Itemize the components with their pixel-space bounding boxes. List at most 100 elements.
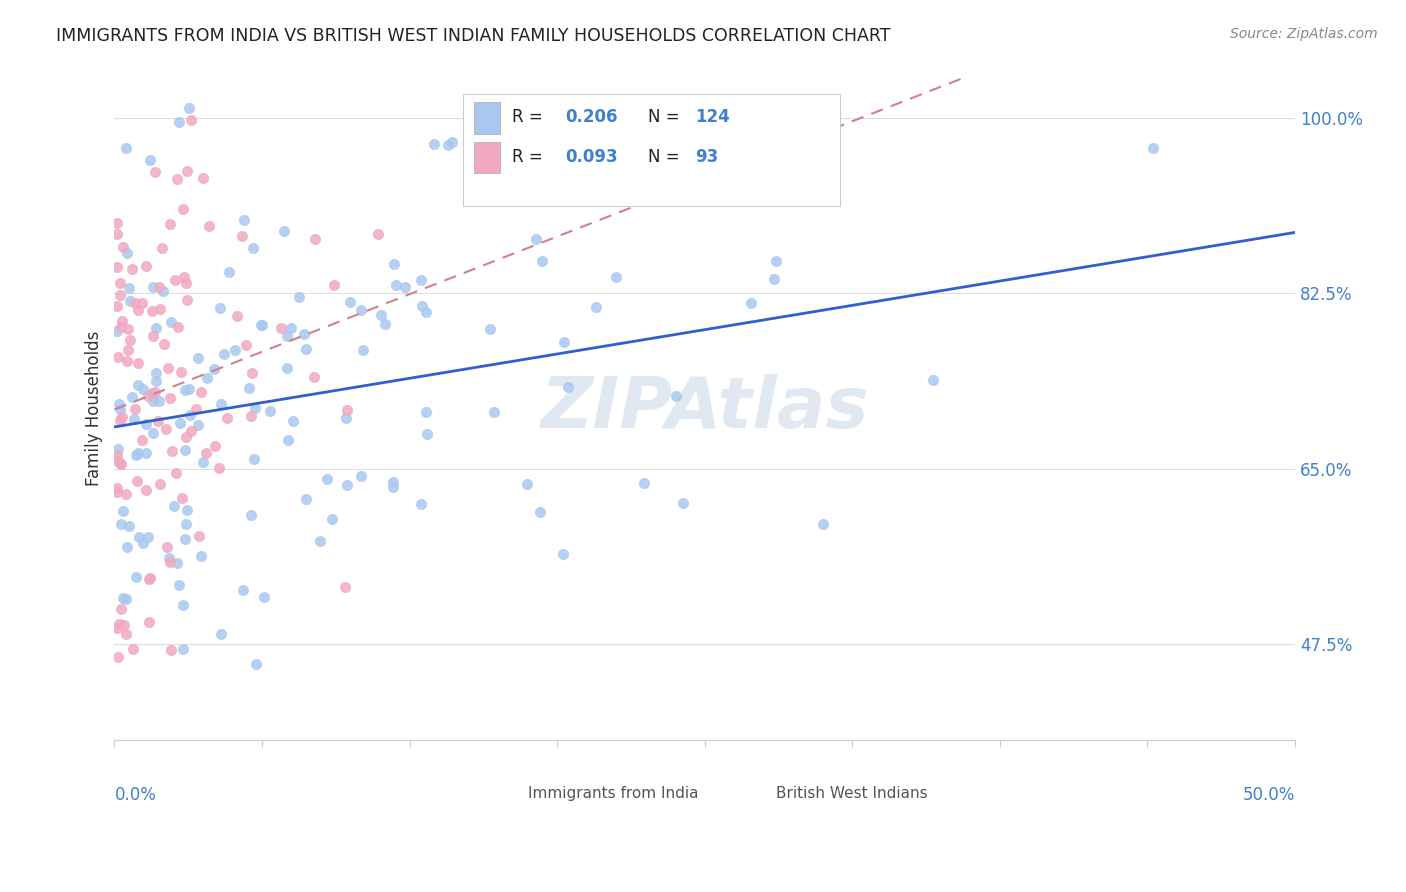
Point	[115, 627, 138, 641]
Point	[163, 499, 186, 513]
FancyBboxPatch shape	[474, 102, 501, 134]
Point	[295, 491, 318, 506]
Point	[110, 516, 132, 531]
Point	[177, 101, 200, 115]
Point	[160, 315, 183, 329]
Point	[122, 642, 145, 657]
Point	[142, 329, 165, 343]
Point	[321, 512, 343, 526]
Point	[110, 319, 132, 334]
Point	[177, 382, 200, 396]
FancyBboxPatch shape	[735, 770, 765, 796]
Point	[422, 137, 444, 152]
Point	[105, 299, 128, 313]
Point	[187, 529, 209, 543]
Point	[135, 483, 157, 498]
Text: R =: R =	[512, 108, 548, 126]
Point	[125, 569, 148, 583]
Point	[240, 409, 263, 423]
Point	[128, 530, 150, 544]
Point	[259, 404, 281, 418]
Point	[131, 296, 153, 310]
Point	[174, 532, 197, 546]
Text: N =: N =	[648, 148, 685, 166]
Point	[283, 414, 305, 428]
Point	[184, 401, 207, 416]
Point	[411, 497, 433, 511]
Point	[112, 591, 135, 605]
FancyBboxPatch shape	[474, 142, 501, 173]
Point	[159, 555, 181, 569]
Point	[107, 442, 129, 457]
Point	[156, 540, 179, 554]
Point	[115, 541, 138, 555]
Point	[172, 642, 194, 657]
Point	[138, 615, 160, 629]
Point	[107, 650, 129, 665]
Point	[136, 530, 159, 544]
Point	[218, 265, 240, 279]
Point	[141, 303, 163, 318]
Point	[139, 571, 162, 585]
Point	[207, 460, 229, 475]
Point	[336, 402, 359, 417]
Point	[132, 535, 155, 549]
Point	[110, 401, 132, 416]
Point	[143, 385, 166, 400]
Point	[115, 246, 138, 260]
Point	[374, 318, 396, 332]
Point	[105, 485, 128, 500]
Point	[235, 338, 257, 352]
Point	[124, 401, 146, 416]
Point	[352, 343, 374, 357]
Point	[531, 254, 554, 268]
Point	[136, 389, 159, 403]
Point	[110, 457, 132, 471]
Point	[127, 356, 149, 370]
Point	[202, 362, 225, 376]
Point	[125, 474, 148, 488]
Point	[118, 519, 141, 533]
Point	[240, 366, 263, 380]
Point	[250, 318, 273, 333]
Point	[245, 657, 267, 672]
Text: Immigrants from India: Immigrants from India	[527, 786, 699, 801]
Point	[190, 549, 212, 563]
Point	[179, 408, 201, 422]
Point	[350, 469, 373, 483]
Point	[553, 334, 575, 349]
Point	[491, 101, 513, 115]
Point	[585, 300, 607, 314]
Point	[335, 410, 357, 425]
Point	[160, 643, 183, 657]
Point	[187, 417, 209, 432]
Point	[242, 241, 264, 255]
Point	[191, 455, 214, 469]
Point	[149, 301, 172, 316]
Point	[173, 202, 195, 216]
Point	[105, 481, 128, 495]
Text: British West Indians: British West Indians	[776, 786, 927, 801]
Point	[350, 303, 373, 318]
Point	[115, 487, 138, 501]
Point	[155, 422, 177, 436]
Point	[149, 476, 172, 491]
Point	[190, 385, 212, 400]
Point	[415, 305, 437, 319]
Point	[253, 590, 276, 604]
Point	[165, 466, 187, 480]
Point	[215, 411, 238, 425]
Point	[176, 164, 198, 178]
Point	[142, 394, 165, 409]
Point	[270, 321, 292, 335]
Point	[118, 281, 141, 295]
Point	[765, 254, 787, 268]
Point	[112, 618, 135, 632]
Point	[174, 516, 197, 531]
Point	[127, 378, 149, 392]
Point	[176, 503, 198, 517]
Text: ZIPAtlas: ZIPAtlas	[540, 374, 869, 443]
Point	[208, 301, 231, 316]
Point	[308, 534, 330, 549]
Point	[111, 409, 134, 424]
